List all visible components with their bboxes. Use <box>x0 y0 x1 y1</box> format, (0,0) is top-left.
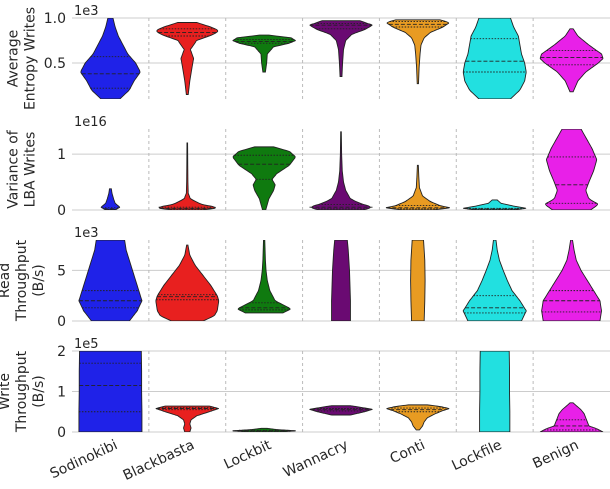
panel-1-violin-lockbit <box>232 146 296 210</box>
panel-1-violin-blackbasta <box>158 142 216 210</box>
panel-0-violin-lockbit <box>232 34 296 73</box>
xtick-label-lockbit: Lockbit <box>222 437 275 473</box>
panel-0-violin-blackbasta <box>156 22 219 95</box>
panel-3-violin-wannacry <box>309 405 373 416</box>
panel-1-ylabel-line-0: Variance of <box>6 129 22 208</box>
panel-2-ylabel-line-1: Throughput <box>14 239 30 322</box>
panel-3-violin-conti <box>386 404 450 431</box>
panel-1-violin-wannacry <box>311 131 371 210</box>
panel-1-violin-benign <box>545 129 599 210</box>
panel-2-ytick-label-1: 5 <box>57 263 66 279</box>
xtick-label-wannacry: Wannacry <box>281 437 351 481</box>
panel-0-scale-label: 1e3 <box>74 4 99 19</box>
panel-0-violin-wannacry <box>309 20 373 77</box>
panel-1-ytick-label-1: 1 <box>57 147 66 163</box>
panel-2-ylabel-line-0: Read <box>0 263 13 298</box>
panel-0-violin-benign <box>539 28 604 93</box>
panel-3-ytick-label-2: 2 <box>57 344 66 360</box>
panel-1-violin-conti <box>385 164 450 210</box>
panel-3-scale-label: 1e5 <box>74 337 99 352</box>
panel-0-ytick-label-0: 0.5 <box>44 56 66 72</box>
xtick-label-benign: Benign <box>530 437 581 472</box>
xtick-label-lockfile: Lockfile <box>449 437 504 474</box>
panel-1-violin-lockfile <box>463 199 527 210</box>
panel-1-scale-label: 1e16 <box>74 115 107 130</box>
panel-3-ylabel-line-1: Throughput <box>14 350 30 433</box>
panel-2-violin-wannacry <box>331 240 351 321</box>
panel-1-violin-sodinokibi <box>100 188 121 210</box>
panel-1-ytick-label-0: 0 <box>57 203 66 219</box>
panel-3-violin-blackbasta <box>155 405 219 432</box>
panel-2-violin-benign <box>541 240 602 321</box>
panel-2-scale-label: 1e3 <box>74 226 99 241</box>
panel-3-violin-benign <box>539 402 604 432</box>
panel-3-ylabel-line-0: Write <box>0 373 13 410</box>
panel-1-ylabel-line-1: LBA Writes <box>23 132 39 208</box>
xtick-label-blackbasta: Blackbasta <box>121 437 197 484</box>
panel-3-ylabel-line-2: (B/s) <box>31 375 47 408</box>
xtick-label-conti: Conti <box>388 437 428 467</box>
panel-2-violin-lockbit <box>237 240 291 314</box>
panel-0-ytick-label-1: 1.0 <box>44 11 66 27</box>
panel-0-violin-sodinokibi <box>80 18 141 99</box>
panel-2-violin-conti <box>410 240 426 321</box>
panel-3-ytick-label-1: 1 <box>57 385 66 401</box>
panel-2-ytick-label-0: 0 <box>57 314 66 330</box>
xtick-label-sodinokibi: Sodinokibi <box>48 437 120 482</box>
panel-2-violin-sodinokibi <box>78 240 143 321</box>
panel-3-violin-lockfile <box>479 351 511 432</box>
panel-2-violin-blackbasta <box>155 244 220 321</box>
panel-2-ylabel-line-2: (B/s) <box>31 264 47 297</box>
panel-0-ylabel-line-0: Average <box>6 30 22 88</box>
panel-2-violin-lockfile <box>462 240 527 321</box>
panel-0-ylabel-line-1: Entropy Writes <box>23 7 39 110</box>
panel-0-violin-lockfile <box>462 18 527 99</box>
panel-3-ytick-label-0: 0 <box>57 425 66 441</box>
panel-0-violin-conti <box>386 19 450 85</box>
